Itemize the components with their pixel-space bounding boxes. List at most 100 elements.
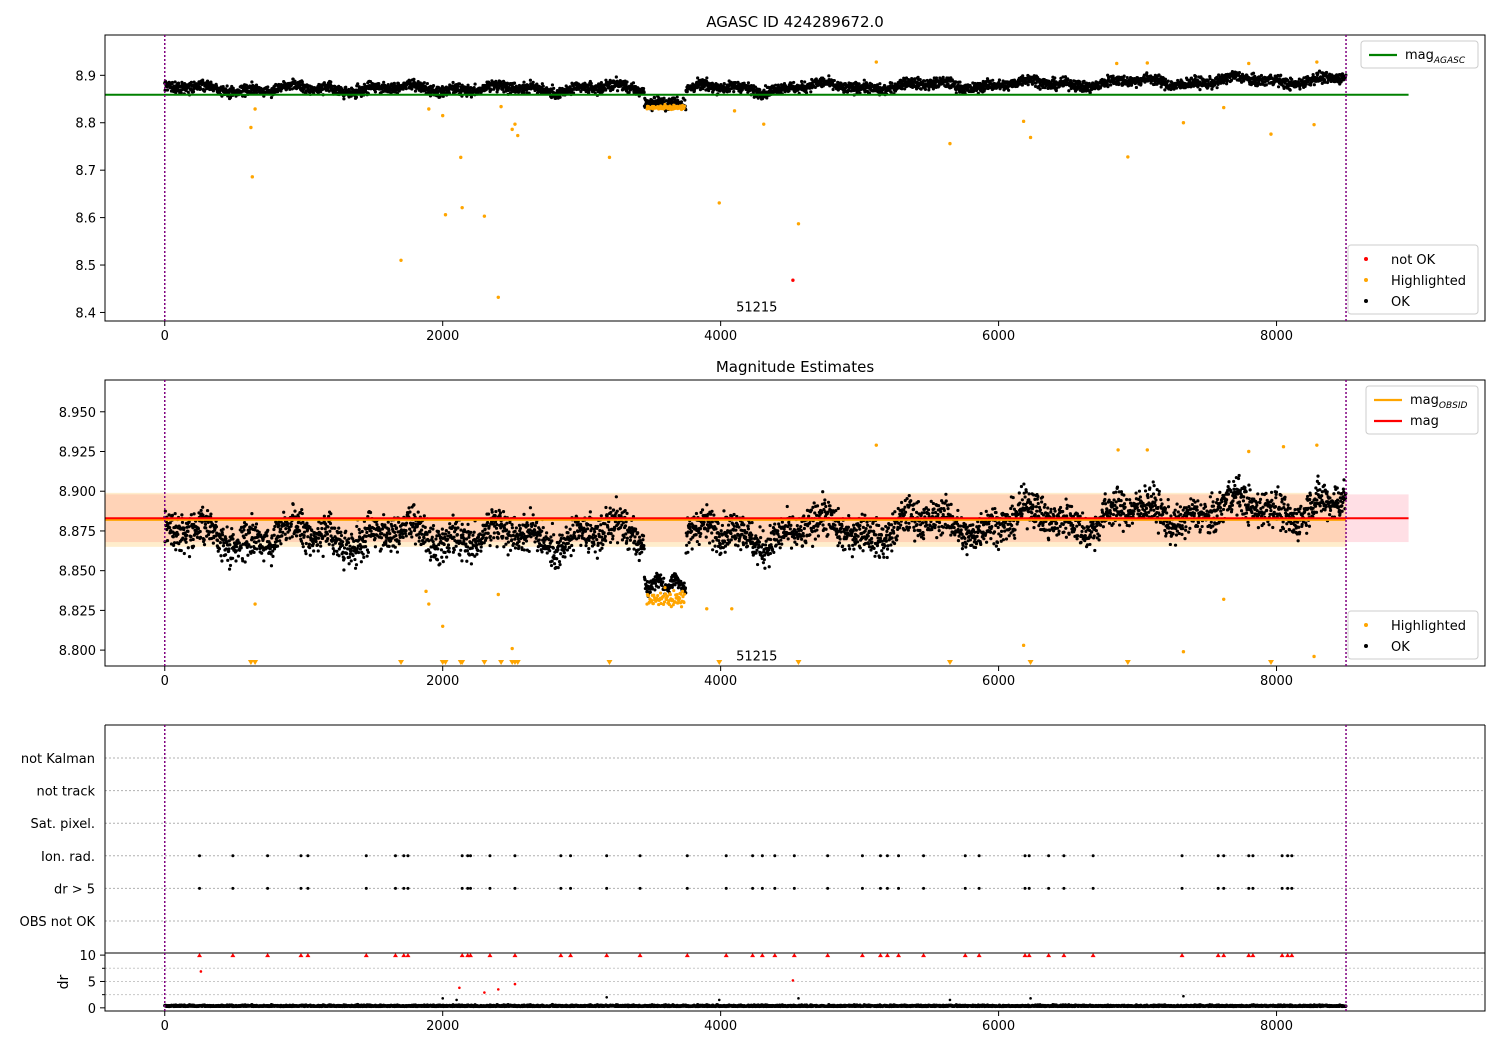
data-point-ok (359, 560, 363, 564)
data-point-ok (412, 77, 416, 81)
data-point-ok (443, 550, 447, 555)
data-point-ok (373, 536, 377, 540)
data-point-highlighted (441, 113, 445, 118)
data-point-ok (179, 548, 183, 553)
data-point-ok (272, 527, 276, 532)
data-point-ok (918, 78, 922, 82)
data-point-ok (395, 550, 400, 554)
data-point-highlighted (459, 155, 463, 160)
data-point-ok (341, 540, 345, 544)
data-point-ok (342, 556, 346, 561)
data-point-ok (214, 525, 219, 529)
data-point-ok (1134, 85, 1139, 90)
data-point-ok (329, 512, 333, 516)
data-point-ok (382, 80, 386, 84)
data-point-ok (541, 84, 545, 88)
data-point-ok (456, 526, 460, 530)
data-point-ok (604, 88, 608, 92)
data-point-ok (171, 535, 175, 539)
data-point-ok (409, 530, 413, 534)
data-point-ok (423, 525, 427, 529)
data-point-ok (625, 80, 629, 84)
data-point-ok (380, 527, 385, 531)
data-point-ok (1163, 88, 1167, 92)
data-point-ok (1198, 87, 1202, 92)
data-point-ok (642, 90, 646, 95)
data-point-ok (445, 537, 450, 542)
data-point-ok (253, 525, 258, 529)
data-point-ok (329, 80, 333, 84)
data-point-ok (293, 509, 297, 513)
data-point-ok (189, 513, 193, 517)
data-point-ok (410, 535, 414, 539)
data-point-ok (356, 550, 361, 555)
data-point-ok (447, 531, 451, 535)
data-point-ok (356, 82, 360, 86)
data-point-ok (318, 540, 322, 545)
data-point-ok (246, 553, 250, 557)
data-point-ok (205, 508, 210, 513)
data-point-ok (675, 95, 679, 99)
data-point-ok (368, 510, 373, 515)
data-point-ok (333, 526, 337, 530)
data-point-ok (247, 530, 252, 535)
data-point-ok (662, 96, 666, 100)
data-point-ok (202, 89, 207, 93)
data-point-ok (202, 543, 207, 547)
data-point-ok (304, 541, 308, 546)
data-point-ok (342, 97, 346, 101)
data-point-ok (283, 532, 287, 536)
data-point-ok (269, 564, 274, 568)
data-point-ok (862, 78, 866, 82)
data-point-ok (1166, 79, 1170, 83)
magnitude-estimates-panel: Magnitude Estimates 51215 0 2000 4000 6000 8… (59, 358, 1486, 689)
data-point-ok (252, 550, 256, 554)
data-point-ok (211, 541, 215, 545)
data-point-ok (185, 533, 189, 538)
data-point-ok (279, 527, 283, 531)
data-point-ok (890, 81, 894, 85)
data-point-ok (413, 542, 418, 546)
data-point-ok (221, 544, 226, 548)
data-point-ok (284, 536, 289, 540)
data-point-ok (320, 526, 324, 531)
data-point-ok (191, 90, 196, 94)
data-point-ok (1117, 81, 1121, 86)
data-point-ok (452, 535, 456, 539)
x-tick-label: 2000 (426, 329, 459, 344)
data-point-ok (357, 527, 361, 532)
y-tick-label: 8.7 (75, 164, 96, 179)
data-point-ok (387, 544, 391, 548)
data-point-ok (305, 521, 309, 525)
data-point-ok (275, 544, 280, 548)
data-point-ok (254, 540, 258, 545)
data-point-ok (454, 544, 458, 548)
panel-1-title: AGASC ID 424289672.0 (706, 13, 884, 31)
data-point-ok (173, 512, 177, 516)
data-point-ok (379, 536, 384, 540)
data-point-ok (331, 552, 336, 556)
data-point-ok (447, 546, 451, 550)
data-point-highlighted (499, 104, 503, 109)
data-point-highlighted (516, 133, 520, 138)
data-point-ok (347, 537, 351, 541)
data-point-ok (878, 82, 882, 86)
data-point-ok (459, 548, 463, 552)
y-tick-label: 8.4 (75, 306, 96, 321)
data-point-ok (435, 558, 440, 562)
data-point-ok (347, 555, 352, 559)
data-point-ok (1163, 77, 1168, 81)
data-point-ok (196, 527, 200, 531)
data-point-highlighted (496, 295, 500, 299)
data-point-ok (679, 100, 684, 104)
data-point-highlighted (1028, 135, 1033, 140)
data-point-ok (439, 548, 444, 552)
data-point-ok (199, 508, 203, 513)
data-point-ok (228, 543, 232, 547)
data-point-ok (1264, 83, 1268, 87)
data-point-ok (440, 555, 444, 559)
data-point-highlighted (874, 60, 878, 64)
data-point-ok (412, 503, 416, 507)
data-point-ok (224, 553, 228, 557)
